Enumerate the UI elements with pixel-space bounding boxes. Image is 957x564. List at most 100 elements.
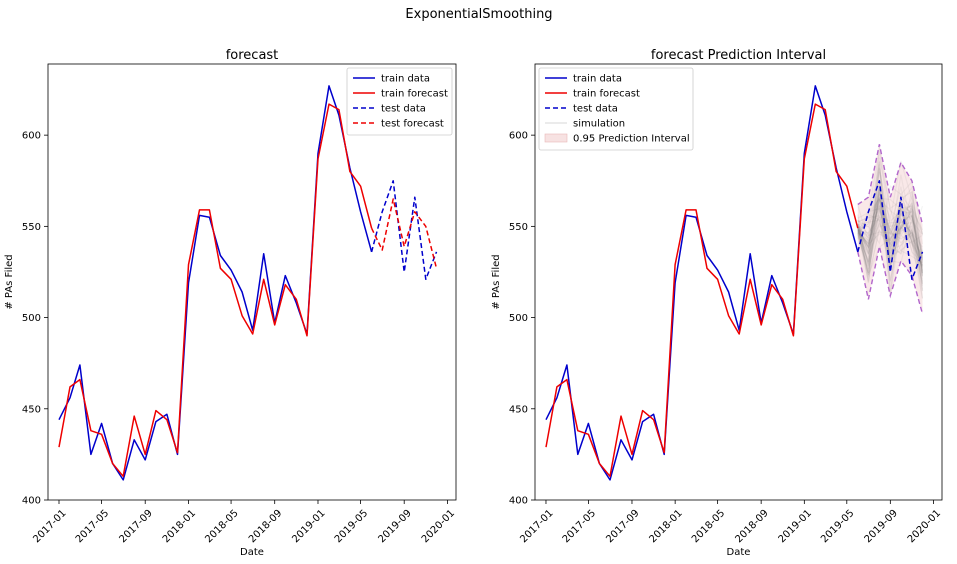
y-tick-label: 550 (22, 222, 41, 233)
series-line-test-data (857, 180, 924, 281)
simulation-path (857, 213, 924, 282)
legend-label: 0.95 Prediction Interval (573, 134, 690, 145)
y-axis-label: # PAs Filed (491, 254, 502, 309)
y-tick-label: 550 (509, 222, 528, 233)
x-tick-label: 2019-05 (819, 508, 856, 545)
legend-label: train data (573, 74, 622, 85)
simulation-path (857, 198, 924, 261)
series-line-test-data (370, 180, 438, 281)
simulation-path (857, 184, 924, 264)
simulation-path (857, 204, 924, 274)
simulation-path (857, 157, 923, 275)
x-tick-label: 2020-01 (420, 508, 457, 545)
x-tick-label: 2018-05 (203, 508, 240, 545)
y-axis-label: # PAs Filed (4, 254, 15, 309)
y-tick-label: 600 (509, 131, 528, 142)
panel-forecast: 400 450 500 550 600 2017-01 2017-05 2017-09 2018… (4, 48, 457, 558)
simulation-path (857, 219, 924, 287)
legend-label: test forecast (381, 119, 444, 130)
simulation-path (857, 228, 924, 263)
simulation-path (857, 163, 924, 290)
simulation-path (857, 205, 924, 266)
simulation-path (857, 197, 924, 268)
x-tick-label: 2019-01 (777, 508, 814, 545)
x-tick-label: 2019-05 (333, 508, 370, 545)
x-tick-label: 2019-01 (290, 508, 327, 545)
simulation-path (857, 171, 924, 283)
simulation-path (857, 188, 924, 274)
simulation-path (857, 201, 924, 271)
axes-frame (47, 63, 457, 501)
x-tick-label: 2017-05 (561, 508, 598, 545)
simulation-path (857, 196, 924, 292)
simulation-path (857, 197, 924, 280)
simulation-path (857, 190, 924, 253)
series-line-train-forecast (545, 103, 859, 478)
simulation-path (857, 218, 924, 272)
legend-box (346, 67, 453, 136)
y-tick-label: 400 (509, 496, 528, 507)
simulation-path (857, 192, 924, 274)
simulation-path (857, 191, 924, 277)
simulation-path (857, 216, 924, 285)
legend-label: train forecast (381, 89, 448, 100)
simulation-path (857, 161, 923, 287)
simulation-path (857, 204, 924, 268)
legend-box (538, 67, 694, 151)
x-tick-label: 2017-01 (31, 508, 68, 545)
simulation-path (857, 187, 924, 257)
simulation-path (857, 169, 924, 275)
simulation-path (857, 202, 924, 273)
x-tick-label: 2018-01 (647, 508, 684, 545)
series-line-test-forecast (370, 198, 438, 269)
prediction-interval-lower (857, 246, 924, 315)
simulation-path (857, 226, 924, 277)
figure-suptitle: ExponentialSmoothing (405, 7, 552, 22)
simulation-path (857, 206, 924, 265)
simulation-path (857, 194, 924, 285)
legend: train data train forecast test data simulat… (538, 67, 694, 151)
simulation-path (857, 191, 924, 262)
y-tick-label: 500 (509, 313, 528, 324)
simulation-path (857, 209, 924, 273)
simulation-path (857, 198, 924, 266)
simulation-path (857, 203, 923, 260)
simulation-path (857, 228, 924, 259)
simulation-path (857, 160, 924, 264)
simulation-path (857, 189, 924, 274)
x-tick-label: 2017-01 (518, 508, 555, 545)
x-tick-label: 2017-05 (74, 508, 111, 545)
y-tick-label: 450 (509, 404, 528, 415)
y-tick-label: 400 (22, 496, 41, 507)
simulation-path (857, 203, 924, 260)
x-tick-label: 2018-09 (247, 508, 284, 545)
simulation-path (857, 207, 924, 274)
simulation-path (857, 189, 924, 277)
x-tick-label: 2018-09 (733, 508, 770, 545)
x-tick-label: 2019-09 (863, 508, 900, 545)
x-axis-label: Date (240, 547, 264, 558)
simulation-path (857, 174, 924, 299)
x-axis-label: Date (727, 547, 751, 558)
y-tick-label: 600 (22, 131, 41, 142)
simulation-path (857, 197, 923, 264)
axes-frame (534, 63, 943, 501)
simulation-path (857, 181, 924, 270)
legend-label: test data (381, 104, 426, 115)
chart-title: forecast (226, 48, 279, 63)
x-tick-label: 2019-09 (377, 508, 414, 545)
y-tick-label: 500 (22, 313, 41, 324)
simulation-path (857, 168, 924, 274)
chart-title: forecast Prediction Interval (651, 48, 826, 63)
plot-area (48, 64, 456, 500)
x-tick-label: 2017-09 (604, 508, 641, 545)
series-line-train-forecast (58, 103, 373, 478)
legend-label: simulation (573, 119, 625, 130)
x-tick-label: 2017-09 (118, 508, 155, 545)
simulation-path (857, 179, 924, 284)
x-tick-label: 2020-01 (906, 508, 943, 545)
y-tick-label: 450 (22, 404, 41, 415)
simulation-path (857, 219, 924, 266)
